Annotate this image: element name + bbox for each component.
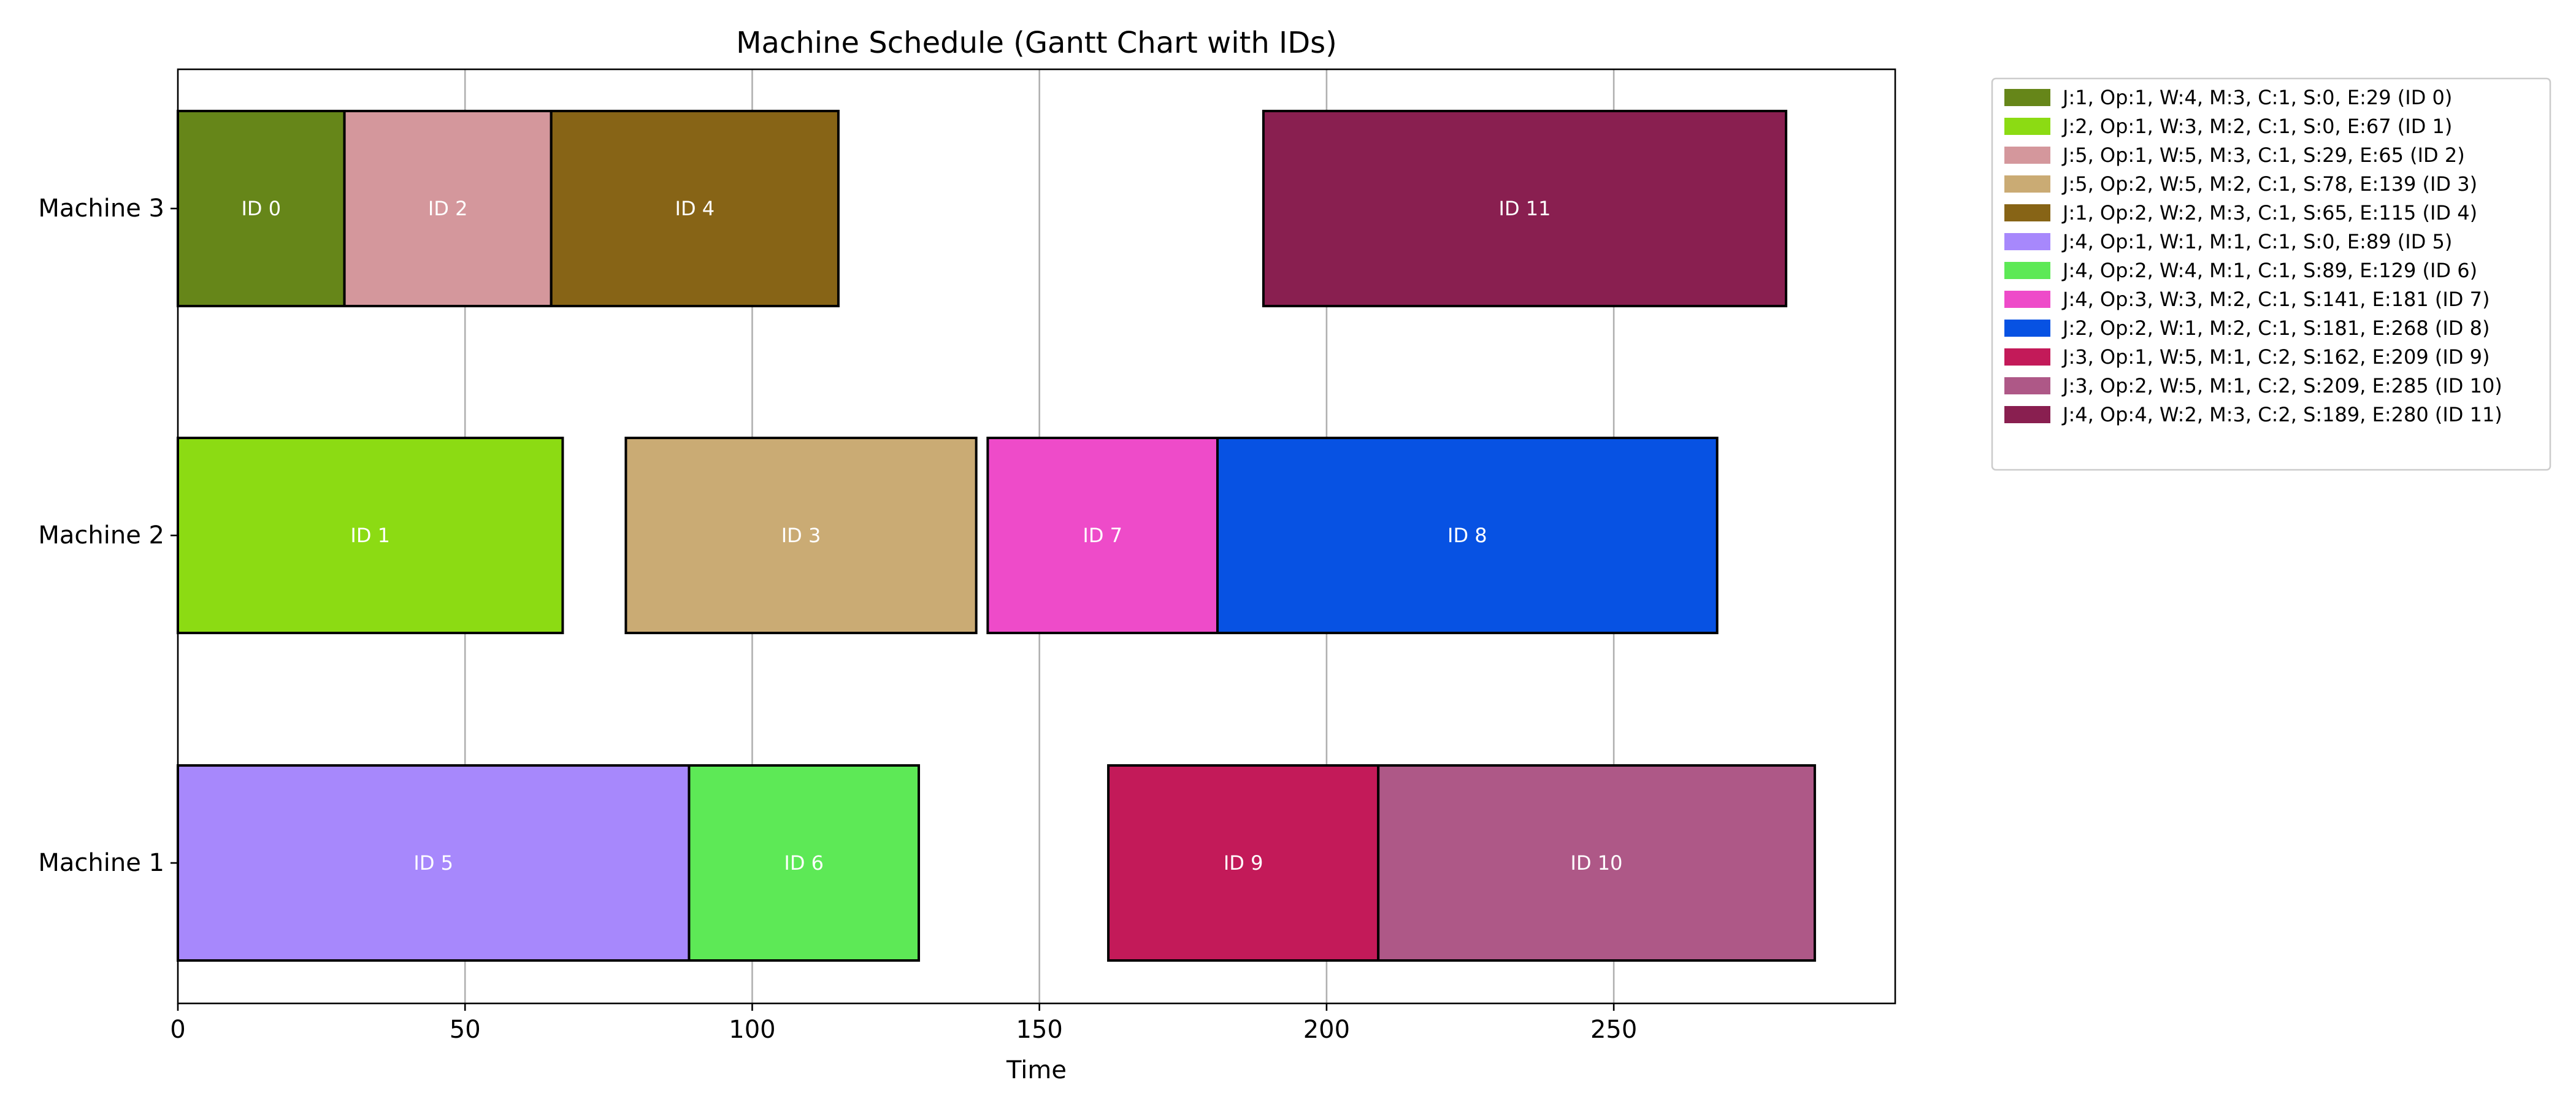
y-axis-ticks: Machine 3 Machine 2 Machine 1 [38, 194, 178, 877]
task-bar [1377, 764, 1816, 962]
task-bar [550, 110, 840, 307]
legend-frame [1991, 77, 2551, 471]
task-bar-label: ID 4 [675, 197, 715, 220]
plot-frame [177, 68, 1896, 1005]
legend-swatch [2004, 233, 2050, 250]
task-bar [177, 110, 346, 307]
chart-title: Machine Schedule (Gantt Chart with IDs) [736, 26, 1337, 60]
task-bar-group: ID 11 [1262, 110, 1788, 307]
y-tick-label: Machine 3 [38, 194, 164, 223]
legend-label: J:3, Op:1, W:5, M:1, C:2, S:162, E:209 (… [2061, 345, 2490, 369]
legend: J:1, Op:1, W:4, M:3, C:1, S:0, E:29 (ID … [1991, 77, 2551, 471]
legend-label: J:4, Op:4, W:2, M:3, C:2, S:189, E:280 (… [2061, 403, 2502, 426]
legend-label: J:5, Op:2, W:5, M:2, C:1, S:78, E:139 (I… [2061, 172, 2477, 196]
x-tick-label: 150 [1016, 1016, 1063, 1044]
task-bar-label: ID 9 [1224, 851, 1263, 875]
legend-label: J:2, Op:1, W:3, M:2, C:1, S:0, E:67 (ID … [2061, 115, 2452, 138]
legend-label: J:5, Op:1, W:5, M:3, C:1, S:29, E:65 (ID… [2061, 144, 2465, 167]
task-bar [1107, 764, 1380, 962]
legend-swatch [2004, 262, 2050, 279]
task-bar [177, 764, 691, 962]
task-bar-label: ID 10 [1571, 851, 1623, 875]
task-bar [1262, 110, 1788, 307]
task-bar-group: ID 9 [1107, 764, 1380, 962]
task-bar-group: ID 7 [986, 437, 1219, 634]
y-tick-label: Machine 2 [38, 521, 164, 550]
x-axis-title: Time [1006, 1056, 1067, 1084]
task-bar [688, 764, 921, 962]
task-bar-group: ID 1 [177, 437, 564, 634]
x-axis-ticks: 0 50 100 150 200 250 [170, 1003, 1637, 1044]
legend-swatch [2004, 147, 2050, 164]
x-tick-label: 200 [1303, 1016, 1350, 1044]
legend-swatch [2004, 291, 2050, 308]
legend-label: J:2, Op:2, W:1, M:2, C:1, S:181, E:268 (… [2061, 316, 2490, 340]
legend-swatch [2004, 89, 2050, 106]
task-bar-group: ID 5 [177, 764, 691, 962]
task-bar-group: ID 8 [1216, 437, 1719, 634]
task-bar-label: ID 5 [413, 851, 453, 875]
legend-swatch [2004, 406, 2050, 423]
task-bar [1216, 437, 1719, 634]
task-bar-label: ID 7 [1083, 524, 1122, 547]
task-bar-label: ID 2 [428, 197, 468, 220]
legend-swatch [2004, 118, 2050, 135]
legend-label: J:1, Op:1, W:4, M:3, C:1, S:0, E:29 (ID … [2061, 86, 2452, 109]
task-bar-group: ID 6 [688, 764, 921, 962]
x-tick-label: 50 [450, 1016, 481, 1044]
task-bar-label: ID 1 [350, 524, 390, 547]
x-tick-label: 0 [170, 1016, 185, 1044]
legend-label: J:3, Op:2, W:5, M:1, C:2, S:209, E:285 (… [2061, 374, 2502, 397]
x-tick-label: 250 [1590, 1016, 1637, 1044]
legend-swatch [2004, 377, 2050, 394]
y-tick-label: Machine 1 [38, 849, 164, 877]
task-bar [624, 437, 978, 634]
bars: ID 0 ID 1 ID 2 ID 3 ID 4 ID 5 ID 6 ID 7 ID 8 ID 9… [177, 110, 1816, 962]
task-bar-label: ID 6 [784, 851, 824, 875]
task-bar-group: ID 3 [624, 437, 978, 634]
task-bar-label: ID 3 [781, 524, 821, 547]
legend-label: J:4, Op:2, W:4, M:1, C:1, S:89, E:129 (I… [2061, 259, 2477, 282]
legend-swatch [2004, 175, 2050, 193]
task-bar [343, 110, 553, 307]
legend-swatch [2004, 204, 2050, 221]
task-bar-label: ID 0 [241, 197, 281, 220]
task-bar-label: ID 8 [1447, 524, 1487, 547]
task-bar-group: ID 0 [177, 110, 346, 307]
task-bar-group: ID 10 [1377, 764, 1816, 962]
x-tick-label: 100 [729, 1016, 775, 1044]
task-bar-label: ID 11 [1499, 197, 1551, 220]
task-bar-group: ID 4 [550, 110, 840, 307]
legend-label: J:4, Op:3, W:3, M:2, C:1, S:141, E:181 (… [2061, 288, 2490, 311]
legend-swatch [2004, 320, 2050, 337]
legend-label: J:1, Op:2, W:2, M:3, C:1, S:65, E:115 (I… [2061, 201, 2477, 224]
legend-swatch [2004, 348, 2050, 366]
task-bar-group: ID 2 [343, 110, 553, 307]
legend-label: J:4, Op:1, W:1, M:1, C:1, S:0, E:89 (ID … [2061, 230, 2452, 253]
